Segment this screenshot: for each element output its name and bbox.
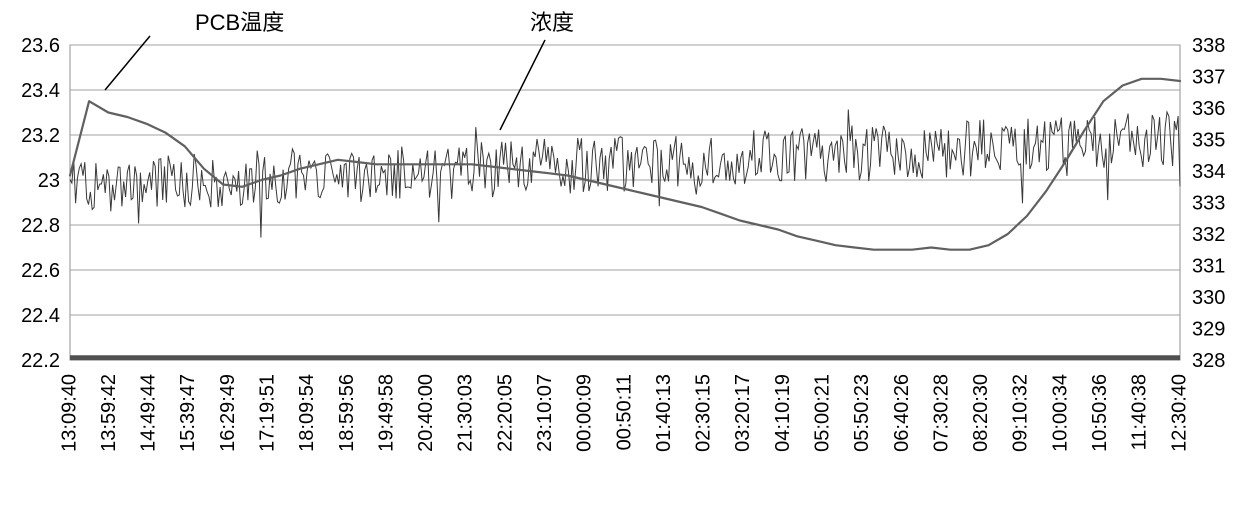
x-tick-label: 07:30:28 bbox=[930, 374, 952, 452]
annotation-concentration: 浓度 bbox=[530, 10, 574, 35]
y-right-tick-label: 329 bbox=[1192, 319, 1225, 341]
y-left-tick-label: 23.4 bbox=[21, 80, 60, 102]
y-right-tick-label: 328 bbox=[1192, 350, 1225, 372]
x-tick-label: 05:00:21 bbox=[811, 374, 833, 452]
y-right-tick-label: 332 bbox=[1192, 224, 1225, 246]
y-right-tick-label: 337 bbox=[1192, 67, 1225, 89]
x-tick-label: 22:20:05 bbox=[494, 374, 516, 452]
x-tick-label: 10:00:34 bbox=[1049, 374, 1071, 452]
x-tick-label: 13:59:42 bbox=[98, 374, 120, 452]
x-tick-label: 21:30:03 bbox=[455, 374, 477, 452]
x-tick-label: 00:50:11 bbox=[613, 374, 635, 450]
x-tick-label: 16:29:49 bbox=[217, 374, 239, 452]
y-right-tick-label: 335 bbox=[1192, 130, 1225, 152]
annotation-pcb-temp: PCB温度 bbox=[195, 10, 284, 35]
x-tick-label: 04:10:19 bbox=[772, 374, 794, 452]
y-right-tick-label: 336 bbox=[1192, 98, 1225, 120]
x-tick-label: 15:39:47 bbox=[177, 374, 199, 452]
y-right-tick-label: 338 bbox=[1192, 35, 1225, 57]
x-tick-label: 17:19:51 bbox=[256, 374, 278, 452]
x-tick-label: 18:09:54 bbox=[296, 374, 318, 452]
x-tick-label: 11:40:38 bbox=[1129, 374, 1151, 450]
x-tick-label: 06:40:26 bbox=[891, 374, 913, 452]
y-right-tick-label: 330 bbox=[1192, 287, 1225, 309]
x-tick-label: 18:59:56 bbox=[336, 374, 358, 452]
y-right-tick-label: 331 bbox=[1192, 256, 1225, 278]
x-tick-label: 19:49:58 bbox=[375, 374, 397, 452]
y-left-tick-label: 23.2 bbox=[21, 125, 60, 147]
y-left-tick-label: 22.6 bbox=[21, 260, 60, 282]
y-right-tick-label: 334 bbox=[1192, 161, 1225, 183]
x-tick-label: 23:10:07 bbox=[534, 374, 556, 452]
y-left-tick-label: 22.8 bbox=[21, 215, 60, 237]
x-tick-label: 02:30:15 bbox=[693, 374, 715, 452]
y-left-tick-label: 22.2 bbox=[21, 350, 60, 372]
y-left-tick-label: 23 bbox=[38, 170, 60, 192]
x-tick-label: 13:09:40 bbox=[58, 374, 80, 452]
x-tick-label: 14:49:44 bbox=[138, 374, 160, 452]
x-tick-label: 00:00:09 bbox=[574, 374, 596, 452]
x-tick-label: 08:20:30 bbox=[970, 374, 992, 452]
x-tick-label: 10:50:36 bbox=[1089, 374, 1111, 452]
chart-container: 23.6 23.4 23.2 23 22.8 22.6 22.4 22.2 338 337 336 3… bbox=[0, 0, 1240, 518]
y-left-tick-label: 23.6 bbox=[21, 35, 60, 57]
x-tick-label: 05:50:23 bbox=[851, 374, 873, 452]
x-tick-label: 03:20:17 bbox=[732, 374, 754, 452]
x-tick-label: 09:10:32 bbox=[1010, 374, 1032, 452]
y-right-tick-label: 333 bbox=[1192, 193, 1225, 215]
x-tick-label: 01:40:13 bbox=[653, 374, 675, 452]
dual-axis-line-chart: 23.6 23.4 23.2 23 22.8 22.6 22.4 22.2 338 337 336 3… bbox=[0, 0, 1240, 518]
x-tick-label: 12:30:40 bbox=[1168, 374, 1190, 452]
x-tick-label: 20:40:00 bbox=[415, 374, 437, 452]
y-left-tick-label: 22.4 bbox=[21, 305, 60, 327]
